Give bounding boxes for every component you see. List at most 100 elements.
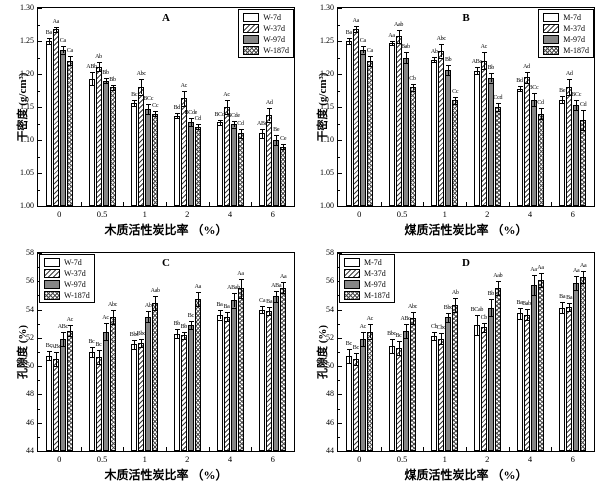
x-tick-label: 6 bbox=[270, 209, 275, 219]
plot-top-spine bbox=[337, 252, 595, 253]
plot-left-spine bbox=[337, 7, 338, 207]
bar-W-37d-x1 bbox=[95, 357, 102, 451]
error-bar-line bbox=[540, 108, 542, 119]
significance-label: Be bbox=[559, 88, 566, 95]
y-minor-tick bbox=[338, 90, 340, 92]
bar-W-187d-x3 bbox=[194, 126, 201, 206]
y-tick-label: 1.30 bbox=[320, 3, 334, 12]
bar-M-187d-x3 bbox=[494, 107, 501, 206]
error-bar-cap bbox=[531, 274, 537, 276]
bar-W-37d-x3 bbox=[180, 335, 187, 451]
bar-W-37d-x0 bbox=[52, 29, 59, 206]
error-bar-cap bbox=[103, 340, 109, 341]
error-bar-cap bbox=[146, 104, 152, 106]
error-bar-line bbox=[183, 331, 185, 339]
legend-label: M-187d bbox=[364, 291, 390, 300]
error-bar-cap bbox=[110, 310, 116, 312]
x-boundary-tick bbox=[251, 447, 253, 451]
error-bar-cap bbox=[481, 331, 487, 333]
error-bar-line bbox=[148, 104, 150, 114]
error-bar-cap bbox=[174, 329, 180, 331]
significance-label: BCde bbox=[227, 112, 240, 119]
y-tick-label: 1.00 bbox=[20, 201, 34, 210]
error-bar-cap bbox=[560, 301, 566, 303]
x-tick-label: 2 bbox=[185, 209, 190, 219]
legend: M-7d M-37d M-97d M-187d bbox=[538, 9, 594, 58]
significance-label: Bc bbox=[131, 92, 138, 99]
legend-swatch-plain-icon bbox=[44, 258, 60, 267]
error-bar-cap bbox=[446, 74, 452, 76]
error-bar-line bbox=[405, 323, 407, 338]
error-bar-cap bbox=[432, 56, 438, 58]
error-bar-cap bbox=[453, 103, 459, 105]
bar-W-97d-x4 bbox=[230, 124, 237, 206]
error-bar-cap bbox=[346, 43, 352, 45]
bar-W-187d-x0 bbox=[66, 60, 73, 206]
error-bar-cap bbox=[53, 366, 59, 368]
y-tick-label: 58 bbox=[26, 248, 34, 257]
error-bar-cap bbox=[89, 347, 95, 348]
error-bar-line bbox=[91, 347, 93, 357]
bar-W-37d-x4 bbox=[223, 316, 230, 451]
legend-item: W-97d bbox=[243, 34, 289, 45]
significance-label: Aa bbox=[279, 274, 287, 280]
error-bar-cap bbox=[146, 113, 152, 115]
significance-label: Bbc bbox=[129, 332, 139, 338]
significance-label: Ac bbox=[366, 316, 374, 323]
error-bar-cap bbox=[132, 105, 138, 107]
bar-M-7d-x0 bbox=[345, 356, 352, 451]
error-bar-line bbox=[219, 119, 221, 125]
error-bar-line bbox=[434, 331, 436, 340]
error-bar-cap bbox=[360, 346, 366, 348]
bar-W-7d-x3 bbox=[173, 333, 180, 451]
y-major-tick bbox=[338, 140, 342, 141]
error-bar-cap bbox=[231, 127, 237, 129]
error-bar-cap bbox=[481, 52, 487, 54]
legend-swatch-cross-icon bbox=[344, 291, 360, 300]
significance-label: Ba bbox=[45, 30, 52, 37]
bar-M-97d-x2 bbox=[445, 317, 452, 451]
error-bar-line bbox=[134, 100, 136, 106]
significance-label: Abc bbox=[407, 304, 418, 311]
significance-label: Bd bbox=[516, 77, 523, 84]
bar-W-7d-x3 bbox=[173, 115, 180, 206]
bar-M-97d-x4 bbox=[530, 284, 537, 451]
error-bar-cap bbox=[439, 57, 445, 59]
error-bar-cap bbox=[224, 114, 230, 116]
error-bar-cap bbox=[531, 93, 537, 95]
legend-swatch-solid-icon bbox=[243, 35, 260, 44]
error-bar-cap bbox=[132, 100, 138, 102]
bar-W-97d-x4 bbox=[230, 300, 237, 451]
bar-M-7d-x4 bbox=[516, 313, 523, 451]
error-bar-cap bbox=[353, 364, 359, 366]
error-bar-line bbox=[190, 320, 192, 330]
error-bar-cap bbox=[217, 124, 223, 126]
error-bar-cap bbox=[89, 357, 95, 358]
y-tick-label: 44 bbox=[326, 446, 334, 455]
significance-label: Ac bbox=[223, 91, 230, 98]
significance-label: BCc bbox=[143, 96, 154, 103]
error-bar-cap bbox=[267, 306, 273, 308]
error-bar-cap bbox=[238, 128, 244, 130]
significance-label: Ab bbox=[144, 303, 152, 309]
y-minor-tick bbox=[338, 323, 340, 325]
y-minor-tick bbox=[338, 408, 340, 410]
error-bar-line bbox=[155, 111, 157, 117]
error-bar-cap bbox=[153, 111, 159, 112]
axis-x-title: 木质活性炭比率 （%） bbox=[104, 468, 228, 482]
x-tick-label: 0 bbox=[357, 209, 362, 219]
error-bar-cap bbox=[581, 110, 587, 112]
error-bar-line bbox=[141, 78, 143, 95]
error-bar-cap bbox=[360, 53, 366, 55]
significance-label: Cd bbox=[579, 102, 587, 109]
significance-label: Ba bbox=[345, 30, 352, 37]
x-tick-label: 0.5 bbox=[396, 454, 408, 464]
bar-W-37d-x2 bbox=[138, 342, 145, 451]
plot-bottom-spine bbox=[37, 206, 295, 207]
error-bar-cap bbox=[188, 126, 194, 128]
error-bar-line bbox=[233, 293, 235, 308]
y-tick-label: 58 bbox=[326, 248, 334, 257]
error-bar-cap bbox=[274, 290, 280, 292]
x-boundary-tick bbox=[551, 202, 553, 206]
error-bar-cap bbox=[153, 310, 159, 312]
